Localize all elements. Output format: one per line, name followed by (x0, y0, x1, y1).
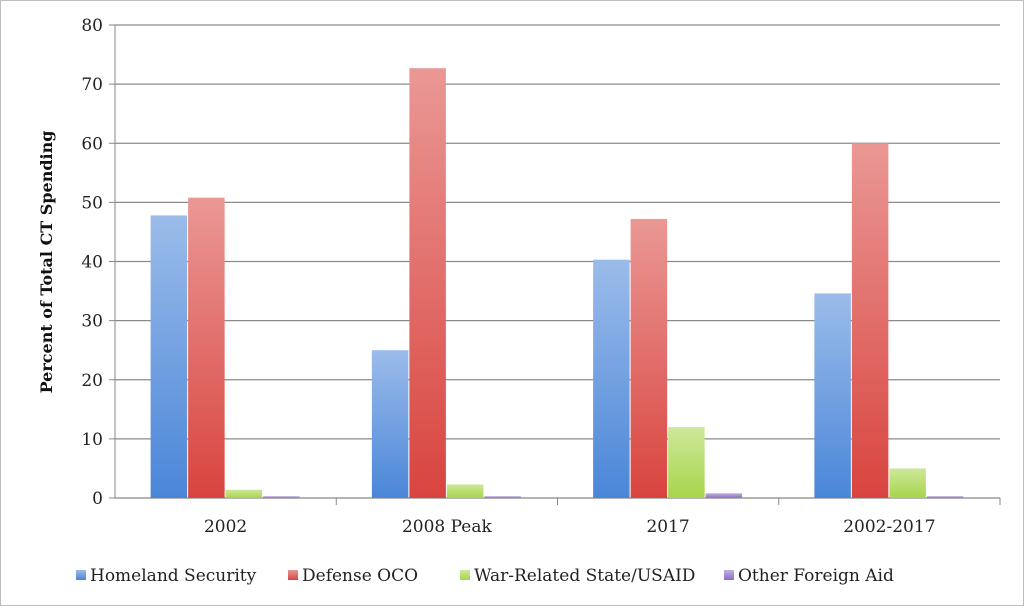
y-axis-label: Percent of Total CT Spending (37, 131, 56, 394)
bar-defense-oco (851, 143, 889, 498)
x-tick-label: 2017 (646, 517, 689, 537)
legend-swatch (460, 570, 470, 580)
bar-other-foreign-aid (705, 493, 743, 498)
legend-label: Defense OCO (302, 566, 418, 586)
bar-defense-oco (630, 218, 668, 498)
bar-other-foreign-aid (926, 496, 964, 498)
bar-defense-oco (409, 68, 446, 498)
y-tick-label: 0 (92, 489, 103, 509)
legend-label: Other Foreign Aid (738, 566, 894, 586)
bar-homeland-security (150, 215, 188, 498)
legend-label: Homeland Security (90, 566, 257, 586)
y-tick-label: 40 (81, 253, 103, 273)
legend: Homeland Security Defense OCO War-Related … (76, 566, 894, 586)
legend-label: War-Related State/USAID (474, 566, 695, 586)
x-tick-label: 2008 Peak (402, 517, 493, 537)
y-tick-label: 30 (81, 312, 103, 332)
bar-defense-oco (188, 197, 225, 498)
y-tick-label: 10 (81, 430, 103, 450)
bar-homeland-security (814, 293, 851, 498)
bars (150, 68, 964, 498)
x-tick-label: 2002 (204, 517, 247, 537)
legend-swatch (288, 570, 298, 580)
bar-war-related-state-usaid (225, 489, 263, 498)
bar-war-related-state-usaid (668, 427, 705, 498)
bar-homeland-security (371, 350, 409, 498)
y-tick-label: 20 (81, 371, 103, 391)
y-tick-label: 50 (81, 193, 103, 213)
x-tick-label: 2002-2017 (843, 517, 935, 537)
legend-swatch (76, 570, 86, 580)
bar-other-foreign-aid (484, 496, 521, 498)
bar-war-related-state-usaid (889, 468, 926, 498)
bar-war-related-state-usaid (446, 484, 484, 498)
bar-homeland-security (593, 259, 630, 498)
axes: 0 10 20 30 40 50 60 70 80 2002 2008 Peak 2017 2002-2… (81, 16, 1001, 537)
y-tick-label: 80 (81, 16, 103, 36)
y-tick-label: 60 (81, 134, 103, 154)
legend-swatch (724, 570, 734, 580)
y-tick-label: 70 (81, 75, 103, 95)
bar-other-foreign-aid (263, 496, 300, 498)
